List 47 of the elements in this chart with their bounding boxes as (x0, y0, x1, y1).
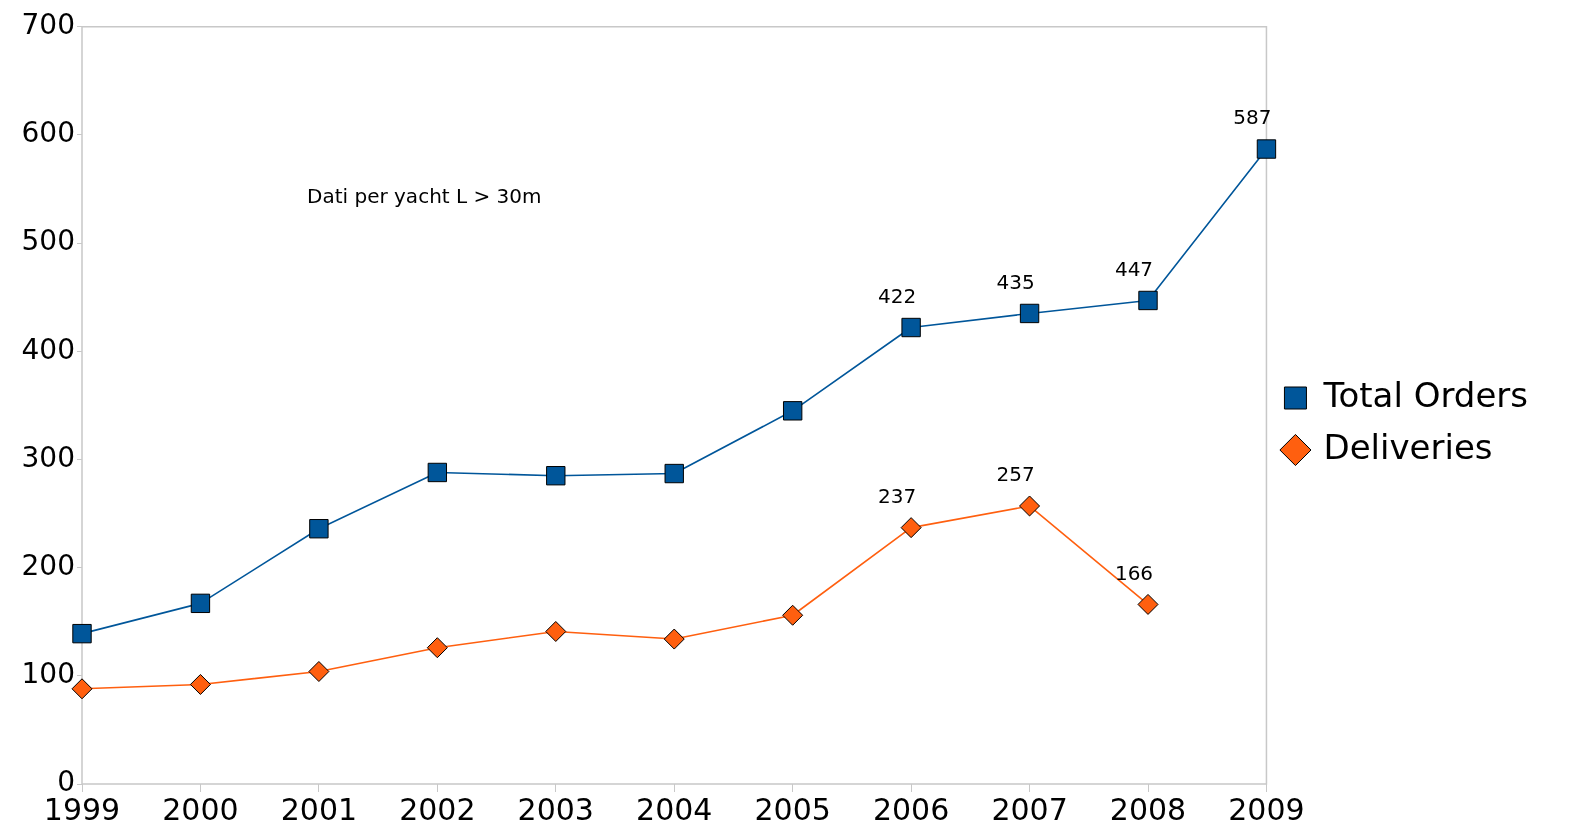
y-tick-label: 400 (21, 332, 75, 366)
point (1138, 290, 1158, 311)
x-tick-label: 2007 (991, 791, 1068, 827)
point (545, 620, 567, 642)
x-tick-label: 2008 (1109, 791, 1187, 827)
point (309, 519, 329, 539)
point (190, 593, 211, 614)
y-tick-label: 500 (21, 224, 75, 258)
y-tick-label: 100 (21, 657, 75, 691)
point (901, 317, 921, 338)
data-label: 422 (878, 283, 917, 308)
data-label: 435 (996, 269, 1035, 294)
point (782, 604, 804, 626)
data-label: 237 (878, 483, 917, 508)
data-label: 447 (1114, 256, 1154, 281)
point (308, 661, 330, 682)
legend-label: Total Orders (1322, 374, 1529, 415)
x-tick-label: 2004 (636, 791, 713, 827)
point (72, 623, 92, 644)
point (1019, 303, 1040, 324)
data-label: 587 (1233, 105, 1272, 130)
data-label: 166 (1114, 560, 1154, 585)
point (900, 517, 922, 539)
x-tick-label: 2000 (162, 791, 239, 827)
point (782, 401, 803, 421)
x-tick-label: 2009 (1228, 791, 1305, 827)
point (1019, 495, 1041, 517)
point (1256, 139, 1277, 159)
y-tick-label: 600 (21, 116, 75, 150)
x-tick-label: 2005 (754, 791, 831, 827)
data-label: 257 (996, 462, 1035, 487)
point (426, 637, 448, 659)
annotation: Dati per yacht L > 30m (307, 184, 542, 209)
x-tick-label: 2001 (280, 791, 358, 827)
point (664, 463, 684, 484)
point (663, 628, 685, 650)
x-tick-label: 2003 (517, 791, 594, 827)
y-tick-label: 200 (21, 548, 75, 582)
x-tick-label: 2006 (872, 791, 950, 827)
y-tick-label: 700 (21, 8, 75, 42)
point (189, 673, 211, 695)
point (427, 462, 448, 483)
legend-label: Deliveries (1323, 426, 1493, 467)
y-tick-label: 300 (21, 440, 75, 474)
x-tick-label: 2002 (399, 791, 476, 827)
point (546, 466, 566, 486)
point (1137, 593, 1159, 615)
